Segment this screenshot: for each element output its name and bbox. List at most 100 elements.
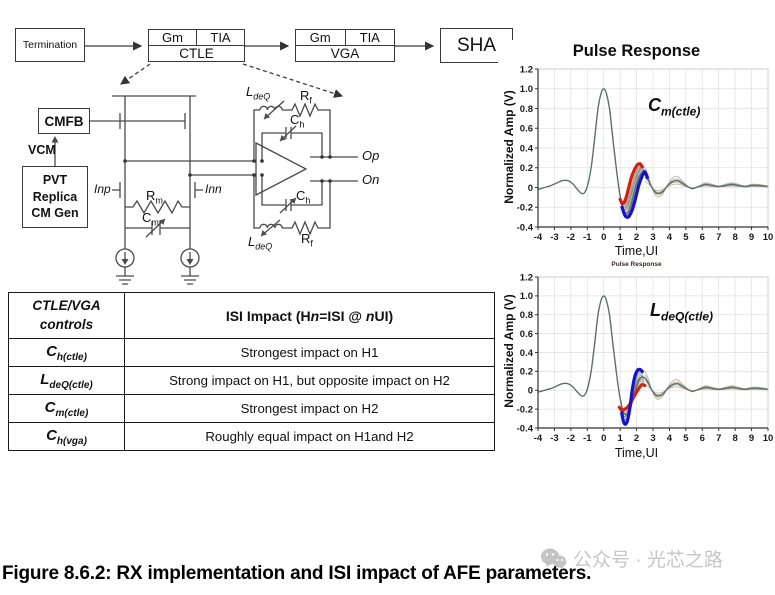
svg-text:1.2: 1.2 — [520, 64, 533, 75]
diff-bus — [125, 160, 256, 176]
table-row: Ch(ctle) Strongest impact on H1 — [8, 338, 495, 367]
ctle-gm-label: Gm — [149, 30, 197, 45]
dashed-callout-left — [120, 63, 151, 85]
svg-text:2: 2 — [634, 433, 639, 444]
cm-label: Cm — [142, 210, 159, 228]
svg-text:4: 4 — [667, 433, 673, 444]
svg-text:0.6: 0.6 — [520, 124, 533, 135]
svg-text:0.6: 0.6 — [520, 329, 533, 340]
watermark: 公众号 · 光芯之路 — [540, 545, 723, 572]
schematic-svg — [51, 41, 435, 285]
svg-text:0.4: 0.4 — [520, 143, 534, 154]
svg-text:8: 8 — [732, 433, 737, 444]
op-label: Op — [362, 148, 380, 163]
svg-text:1.0: 1.0 — [520, 84, 533, 95]
pulse-plot-top: 1.21.00.80.60.40.20-0.2-0.4-4 -3 -2 -1 0 1 2 3 4… — [517, 64, 774, 243]
block-termination: Termination — [15, 28, 85, 62]
svg-text:1: 1 — [617, 232, 623, 243]
svg-text:7: 7 — [716, 433, 721, 444]
svg-text:-0.2: -0.2 — [517, 404, 533, 415]
cmfb-box: CMFB — [38, 108, 90, 134]
svg-text:0: 0 — [528, 386, 533, 397]
svg-text:9: 9 — [749, 232, 754, 243]
svg-text:3: 3 — [650, 232, 655, 243]
chart-title-bottom: Pulse Response — [611, 261, 662, 268]
svg-text:-3: -3 — [550, 433, 558, 444]
row-impact: Strongest impact on H2 — [124, 394, 495, 423]
block-arrows — [85, 41, 435, 98]
svg-text:-4: -4 — [534, 232, 543, 243]
row-label-ch-vga: Ch(vga) — [8, 422, 125, 451]
tia-opamp — [255, 141, 308, 197]
svg-text:-0.2: -0.2 — [517, 203, 533, 214]
table-row: LdeQ(ctle) Strong impact on H1, but oppo… — [8, 366, 495, 395]
svg-text:0: 0 — [601, 433, 606, 444]
table-header-isi-impact: ISI Impact (Hn=ISI @ nUI) — [124, 292, 495, 339]
svg-text:0.2: 0.2 — [520, 367, 533, 378]
cm-capacitor — [125, 218, 190, 238]
row-label-ldeq-ctle: LdeQ(ctle) — [8, 366, 125, 395]
pmos-pair — [90, 113, 186, 129]
feedback-top-ldeq-rf — [253, 100, 331, 161]
inset-label-ldeq: LdeQ(ctle) — [650, 300, 714, 324]
termination-label: Termination — [22, 39, 78, 51]
svg-text:-2: -2 — [567, 433, 575, 444]
chart-title-top: Pulse Response — [572, 42, 701, 60]
row-impact: Strongest impact on H1 — [124, 338, 495, 367]
block-ctle: Gm TIA CTLE — [148, 29, 245, 62]
svg-text:5: 5 — [683, 232, 689, 243]
rm-label: Rm — [146, 188, 163, 206]
rm-resistor — [125, 199, 190, 215]
svg-text:7: 7 — [716, 232, 721, 243]
svg-text:2: 2 — [634, 232, 639, 243]
cmfb-label: CMFB — [44, 113, 84, 129]
svg-text:6: 6 — [700, 433, 705, 444]
inset-label-cm: Cm(ctle) — [648, 95, 701, 119]
svg-text:9: 9 — [749, 433, 754, 444]
pvt-replica-box: PVT Replica CM Gen — [22, 166, 88, 228]
svg-text:-1: -1 — [583, 232, 592, 243]
ctle-tia-label: TIA — [210, 30, 231, 45]
svg-text:1: 1 — [617, 433, 623, 444]
dashed-callout-right — [242, 63, 344, 98]
vga-name-label: VGA — [330, 46, 360, 61]
svg-text:-0.4: -0.4 — [517, 423, 534, 434]
svg-text:8: 8 — [732, 232, 737, 243]
table-header-controls: CTLE/VGA controls — [8, 292, 125, 339]
pvt-line-1: PVT — [42, 172, 68, 187]
tail-current-sources — [115, 248, 200, 285]
pulse-plot-bottom: 1.21.00.80.60.40.20-0.2-0.4-4 -3 -2 -1 0 1 2 3 4… — [517, 272, 774, 444]
svg-text:3: 3 — [650, 433, 655, 444]
ctle-name-label: CTLE — [179, 46, 214, 61]
feedback-top-ch — [261, 125, 323, 161]
rf-top-label: Rf — [300, 88, 312, 106]
ldeq-top-label: LdeQ — [246, 84, 271, 102]
svg-text:0.8: 0.8 — [520, 310, 533, 321]
ctle-schematic — [51, 95, 358, 285]
ch-bottom-label: Ch — [296, 188, 311, 206]
xaxis-label-bottom: Time,UI — [614, 446, 659, 460]
ch-top-label: Ch — [290, 112, 305, 130]
svg-text:0: 0 — [601, 232, 606, 243]
yaxis-label-bottom: Normalized Amp (V) — [502, 294, 516, 408]
figure-caption: Figure 8.6.2: RX implementation and ISI … — [2, 563, 592, 584]
table-row: Ch(vga) Roughly equal impact on H1and H2 — [8, 422, 495, 451]
vga-tia-label: TIA — [359, 30, 380, 45]
row-label-ch-ctle: Ch(ctle) — [8, 338, 125, 367]
svg-text:4: 4 — [667, 232, 673, 243]
svg-text:-0.4: -0.4 — [517, 222, 534, 233]
svg-text:0: 0 — [528, 183, 533, 194]
output-lines — [310, 156, 358, 182]
svg-text:-2: -2 — [567, 232, 575, 243]
pvt-line-2: Replica — [32, 189, 78, 204]
inp-label: Inp — [94, 182, 111, 196]
watermark-text: 公众号 · 光芯之路 — [573, 550, 723, 571]
row-impact: Strong impact on H1, but opposite impact… — [124, 366, 495, 395]
block-vga: Gm TIA VGA — [295, 29, 395, 62]
row-label-cm-ctle: Cm(ctle) — [8, 394, 125, 423]
rf-bottom-label: Rf — [301, 231, 313, 249]
sha-label: SHA — [456, 34, 497, 56]
pulse-chart-top: Pulse Response 1.2 1.0 0.8 0.6 0.4 0.2 0 -0.2 -0… — [498, 40, 775, 258]
svg-text:-3: -3 — [550, 232, 558, 243]
